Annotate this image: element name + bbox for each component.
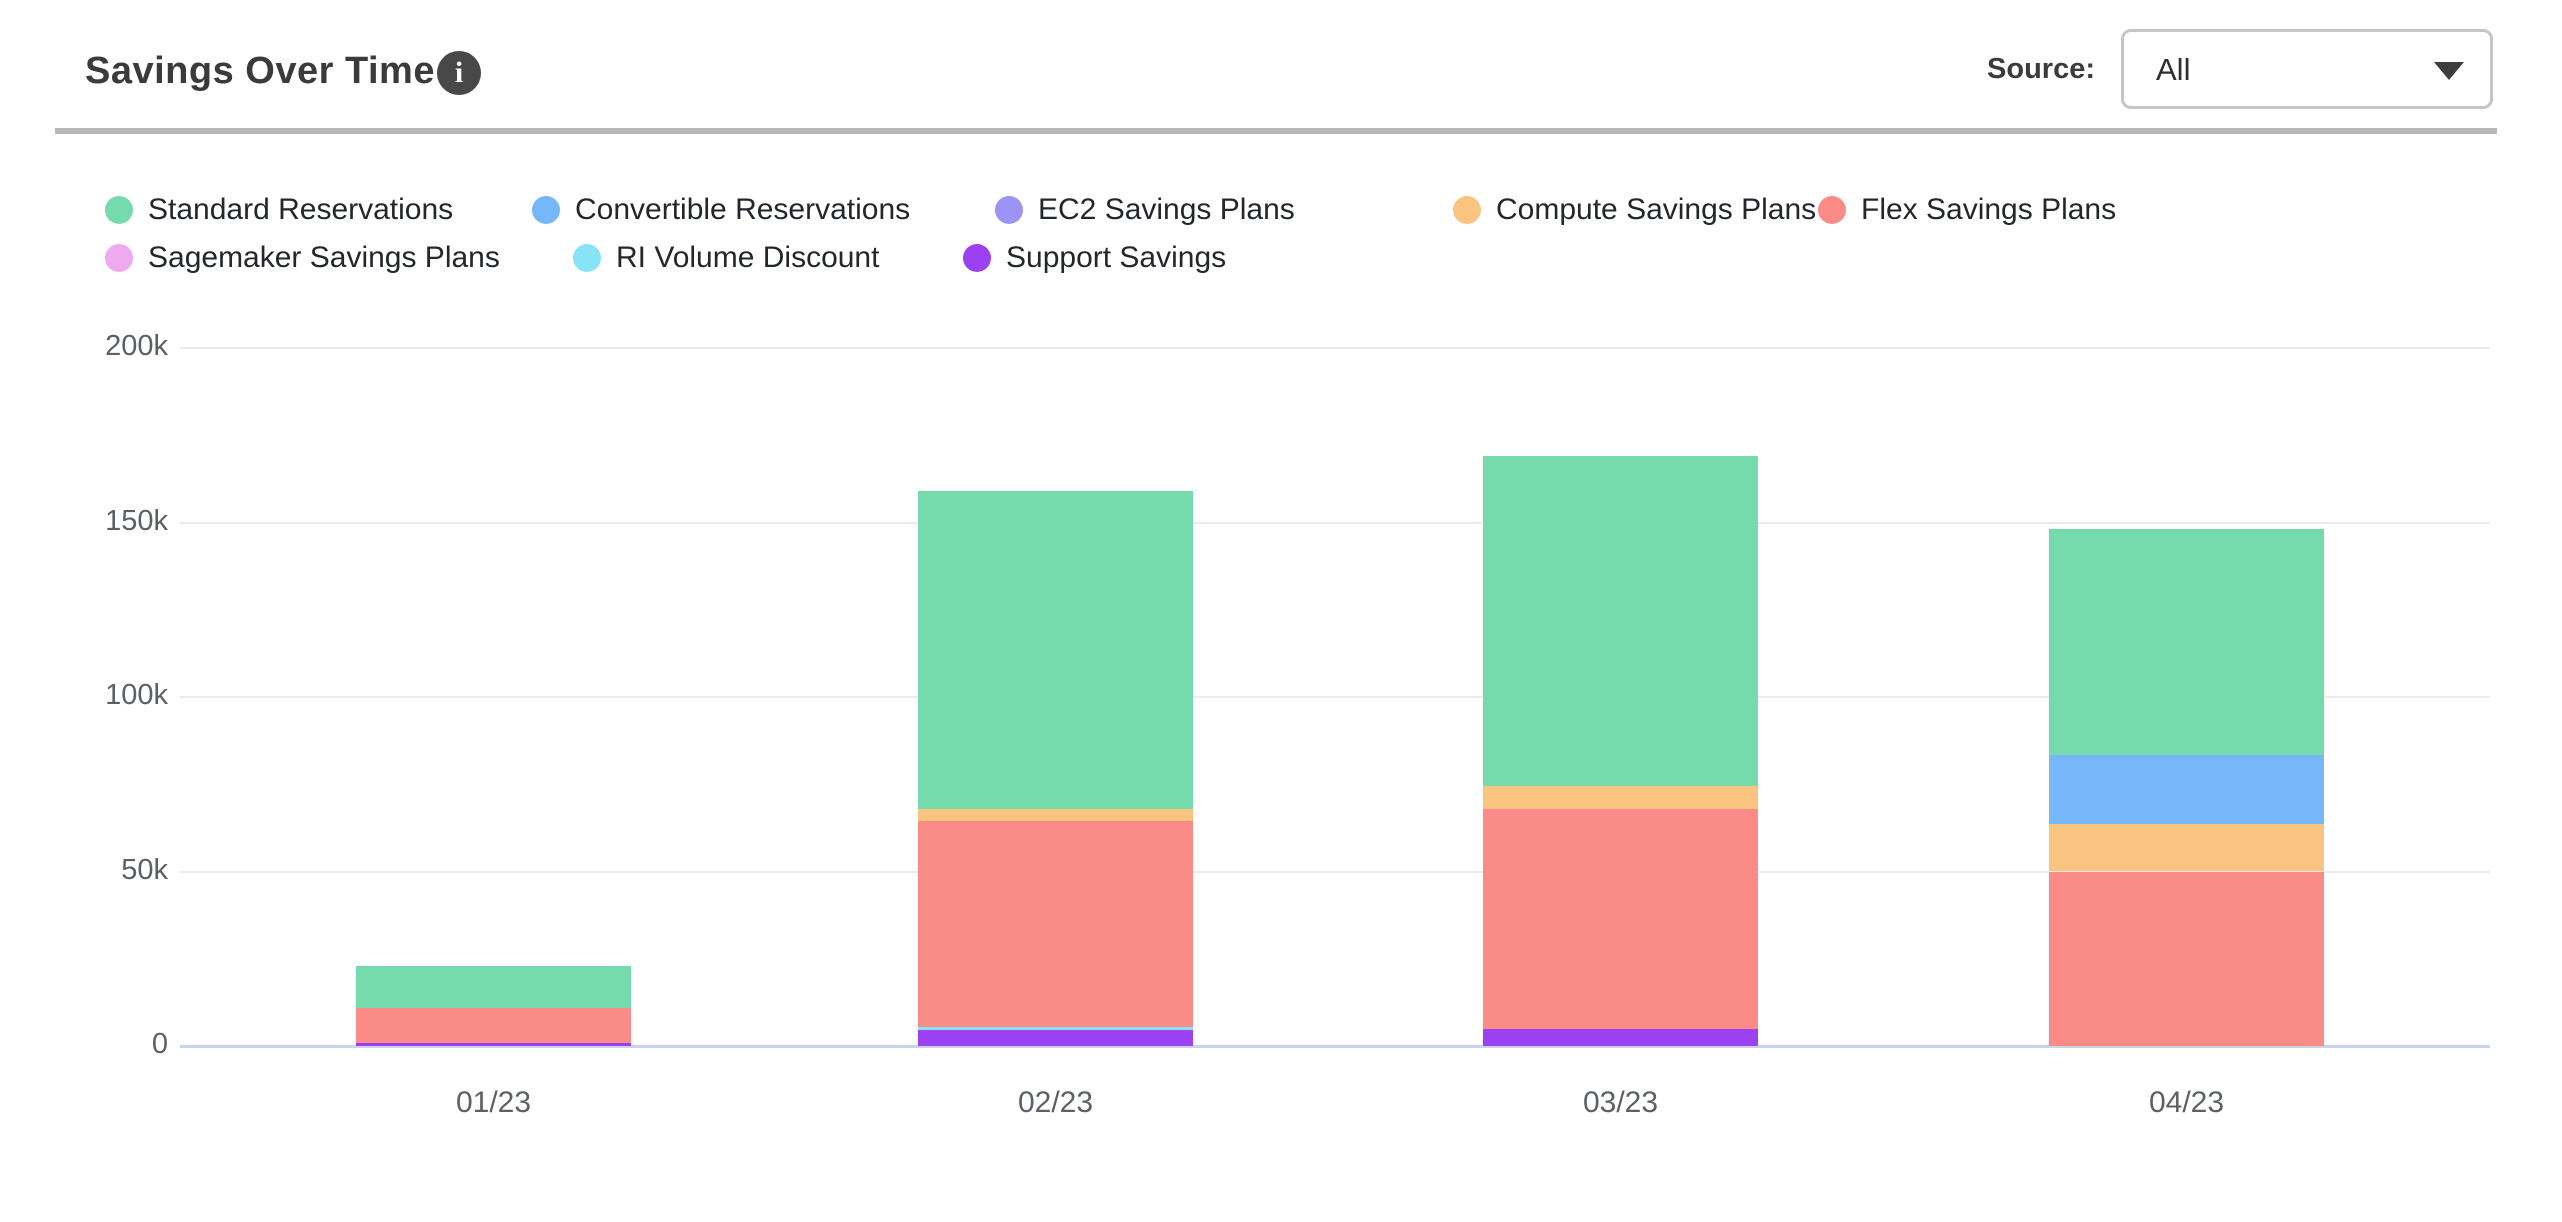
- legend-swatch-icon: [105, 244, 133, 272]
- legend-label: Standard Reservations: [148, 193, 454, 226]
- legend-swatch-icon: [532, 196, 560, 224]
- bar-segment[interactable]: [1483, 785, 1758, 809]
- bar-segment[interactable]: [918, 1030, 1193, 1046]
- bar-segment[interactable]: [2049, 871, 2324, 1046]
- bar-segment[interactable]: [918, 1026, 1193, 1031]
- bar-segment[interactable]: [1483, 456, 1758, 786]
- bar-segment[interactable]: [918, 491, 1193, 809]
- legend-swatch-icon: [573, 244, 601, 272]
- x-axis-tick-label: 02/23: [1017, 1086, 1094, 1119]
- legend-swatch-icon: [105, 196, 133, 224]
- bar-segment[interactable]: [2049, 529, 2324, 755]
- legend-item[interactable]: EC2 Savings Plans: [995, 190, 1295, 230]
- legend-item[interactable]: Standard Reservations: [105, 190, 453, 230]
- gridline: [180, 870, 2490, 873]
- y-axis-tick-label: 50k: [121, 853, 168, 886]
- y-axis-tick-label: 200k: [105, 330, 168, 362]
- source-dropdown[interactable]: All: [2121, 29, 2493, 109]
- legend-swatch-icon: [1453, 196, 1481, 224]
- gridline: [180, 696, 2490, 698]
- x-axis-tick-label: 01/23: [455, 1086, 532, 1119]
- y-axis-tick-label: 100k: [105, 679, 168, 711]
- legend-swatch-icon: [1818, 196, 1846, 224]
- x-axis-tick-label: 04/23: [2148, 1086, 2225, 1119]
- gridline: [180, 347, 2490, 349]
- legend-label: Sagemaker Savings Plans: [148, 241, 500, 274]
- bar-segment[interactable]: [1483, 808, 1758, 1029]
- info-icon[interactable]: i: [437, 51, 481, 95]
- legend-label: RI Volume Discount: [616, 241, 880, 274]
- bar-segment[interactable]: [918, 808, 1193, 821]
- chevron-down-icon: [2434, 62, 2464, 80]
- legend-label: EC2 Savings Plans: [1038, 193, 1295, 226]
- legend-item[interactable]: RI Volume Discount: [573, 238, 879, 278]
- source-dropdown-value: All: [2156, 52, 2191, 87]
- bar-segment[interactable]: [356, 965, 631, 1008]
- legend-label: Compute Savings Plans: [1496, 193, 1817, 226]
- legend-swatch-icon: [995, 196, 1023, 224]
- legend-label: Support Savings: [1006, 241, 1227, 274]
- legend-item[interactable]: Sagemaker Savings Plans: [105, 238, 500, 278]
- source-label: Source:: [1987, 53, 2095, 85]
- x-axis-baseline: [180, 1045, 2490, 1048]
- legend-label: Flex Savings Plans: [1861, 193, 2117, 226]
- bar-segment[interactable]: [356, 1007, 631, 1043]
- header-divider: [55, 128, 2497, 134]
- bar-segment[interactable]: [2049, 754, 2324, 825]
- legend-swatch-icon: [963, 244, 991, 272]
- y-axis-tick-label: 150k: [105, 504, 168, 537]
- bar-segment[interactable]: [356, 1042, 631, 1046]
- page-title: Savings Over Time: [85, 50, 435, 92]
- x-axis-tick-label: 03/23: [1582, 1086, 1659, 1119]
- legend-item[interactable]: Convertible Reservations: [532, 190, 910, 230]
- legend-item[interactable]: Support Savings: [963, 238, 1226, 278]
- y-axis-tick-label: 0: [151, 1028, 168, 1060]
- gridline: [180, 521, 2490, 524]
- bar-segment[interactable]: [918, 820, 1193, 1027]
- legend-item[interactable]: Compute Savings Plans: [1453, 190, 1816, 230]
- bar-segment[interactable]: [1483, 1028, 1758, 1046]
- legend-label: Convertible Reservations: [575, 193, 911, 226]
- legend-item[interactable]: Flex Savings Plans: [1818, 190, 2116, 230]
- bar-segment[interactable]: [2049, 824, 2324, 872]
